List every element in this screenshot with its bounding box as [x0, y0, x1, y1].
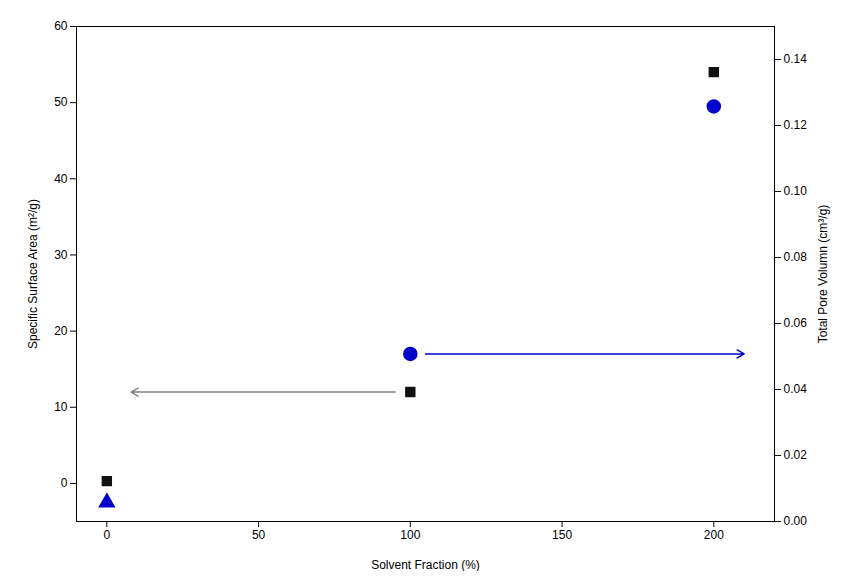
svg-text:Total Pore Volumn (cm³/g): Total Pore Volumn (cm³/g) [816, 205, 830, 344]
svg-text:0.02: 0.02 [784, 448, 808, 462]
svg-text:0.08: 0.08 [784, 250, 808, 264]
svg-text:Specific Surface Area (m²/g): Specific Surface Area (m²/g) [26, 199, 40, 349]
svg-text:150: 150 [552, 528, 572, 542]
svg-text:0.12: 0.12 [784, 118, 808, 132]
svg-text:0: 0 [61, 476, 68, 490]
svg-text:60: 60 [54, 19, 68, 33]
svg-text:200: 200 [704, 528, 724, 542]
svg-text:10: 10 [54, 400, 68, 414]
svg-text:0.00: 0.00 [784, 514, 808, 528]
svg-text:100: 100 [400, 528, 420, 542]
svg-text:0: 0 [104, 528, 111, 542]
svg-text:0.06: 0.06 [784, 316, 808, 330]
svg-text:0.14: 0.14 [784, 52, 808, 66]
svg-text:0.04: 0.04 [784, 382, 808, 396]
svg-text:30: 30 [54, 248, 68, 262]
svg-text:40: 40 [54, 172, 68, 186]
svg-text:50: 50 [54, 95, 68, 109]
svg-text:0.10: 0.10 [784, 184, 808, 198]
svg-text:Solvent Fraction (%): Solvent Fraction (%) [371, 558, 480, 572]
svg-text:20: 20 [54, 324, 68, 338]
svg-text:50: 50 [252, 528, 266, 542]
